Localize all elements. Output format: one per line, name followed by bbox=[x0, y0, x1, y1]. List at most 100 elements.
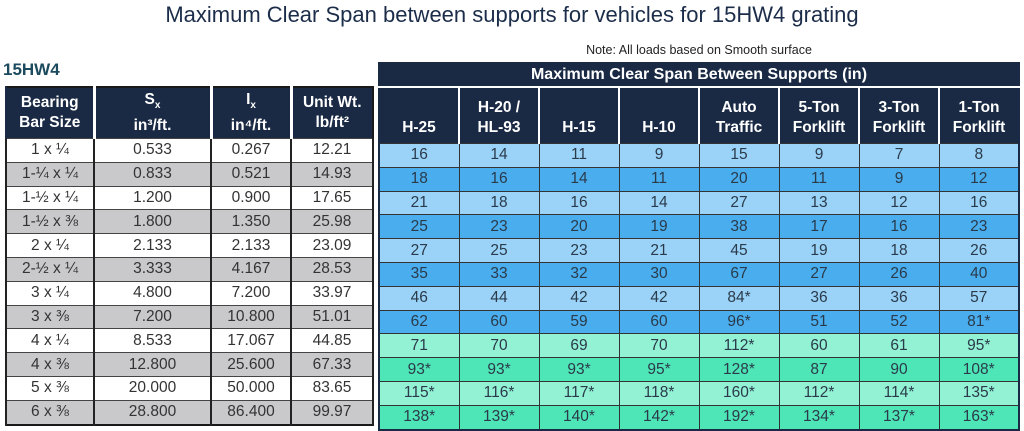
table-row: 2 x ¼ 2.133 2.133 23.09 bbox=[5, 233, 374, 258]
header-line-1: Bearing bbox=[20, 94, 79, 111]
span-cell: 67 bbox=[698, 261, 780, 287]
bar-size-cell: 1-½ x ⅜ bbox=[5, 209, 95, 235]
span-cell: 59 bbox=[538, 309, 620, 335]
column-header: Unit Wt. lb/ft² bbox=[290, 87, 373, 139]
table-row: 1-¼ x ¼ 0.833 0.521 14.93 bbox=[5, 161, 374, 187]
span-cell: 33 bbox=[458, 261, 540, 287]
span-cell: 35 bbox=[378, 261, 460, 287]
span-cell: 13 bbox=[778, 190, 860, 216]
header-line-2: in³/ft. bbox=[133, 117, 172, 135]
span-cell: 18 bbox=[378, 166, 460, 192]
ix-cell: 10.800 bbox=[210, 304, 292, 330]
table-row: 6 x ⅜ 28.800 86.400 99.97 bbox=[5, 399, 374, 426]
span-cell: 118* bbox=[618, 380, 700, 406]
span-row: 27 25 23 21 45 19 18 26 bbox=[378, 238, 1020, 263]
span-cell: 90 bbox=[858, 357, 940, 382]
unit-weight-cell: 51.01 bbox=[290, 304, 374, 330]
bar-size-cell: 2 x ¼ bbox=[5, 233, 95, 258]
span-column-header: H-20 / HL-93 bbox=[459, 87, 540, 144]
unit-weight-cell: 67.33 bbox=[290, 352, 374, 377]
span-row: 46 44 42 42 84* 36 36 57 bbox=[378, 285, 1020, 311]
span-cell: 36 bbox=[778, 285, 860, 311]
header-line-2: in⁴/ft. bbox=[230, 117, 272, 135]
ix-cell: 7.200 bbox=[210, 280, 292, 306]
unit-weight-cell: 23.09 bbox=[290, 233, 374, 258]
table-row: 1 x ¼ 0.533 0.267 12.21 bbox=[5, 138, 374, 163]
span-row: 93* 93* 93* 95* 128* 87 90 108* bbox=[378, 357, 1020, 382]
span-cell: 27 bbox=[778, 261, 860, 287]
ix-cell: 2.133 bbox=[210, 233, 292, 258]
span-cell: 23 bbox=[938, 214, 1020, 240]
span-cell: 51 bbox=[778, 309, 860, 335]
sx-cell: 7.200 bbox=[93, 304, 212, 330]
span-cell: 108* bbox=[938, 357, 1020, 382]
span-cell: 96* bbox=[698, 309, 780, 335]
header-line-1: 1-Ton bbox=[958, 99, 1000, 116]
ix-cell: 0.521 bbox=[210, 161, 292, 187]
table-row: 2-½ x ¼ 3.333 4.167 28.53 bbox=[5, 256, 374, 282]
header-line-1: S bbox=[144, 90, 155, 108]
span-group-header: Maximum Clear Span Between Supports (in) bbox=[379, 63, 1019, 88]
span-cell: 16 bbox=[858, 214, 940, 240]
span-cell: 17 bbox=[778, 214, 860, 240]
span-row: 18 16 14 11 20 11 9 12 bbox=[378, 166, 1020, 192]
sx-cell: 28.800 bbox=[93, 399, 212, 426]
header-line-1: 5-Ton bbox=[798, 99, 840, 116]
table-row: 4 x ⅜ 12.800 25.600 67.33 bbox=[5, 352, 374, 377]
span-column-header: 1-Ton Forklift bbox=[939, 87, 1019, 144]
ix-cell: 50.000 bbox=[210, 375, 292, 401]
span-cell: 38 bbox=[698, 214, 780, 240]
span-cell: 112* bbox=[778, 380, 860, 406]
span-cell: 21 bbox=[618, 238, 700, 263]
span-cell: 60 bbox=[778, 333, 860, 359]
sx-cell: 2.133 bbox=[93, 233, 212, 258]
unit-weight-cell: 99.97 bbox=[290, 399, 374, 426]
unit-weight-cell: 17.65 bbox=[290, 185, 374, 211]
span-cell: 23 bbox=[538, 238, 620, 263]
span-cell: 61 bbox=[858, 333, 940, 359]
span-cell: 18 bbox=[858, 238, 940, 263]
span-cell: 115* bbox=[378, 380, 460, 406]
sx-cell: 0.533 bbox=[93, 138, 212, 163]
span-row: 25 23 20 19 38 17 16 23 bbox=[378, 214, 1020, 240]
header-line-2: H-25 bbox=[402, 119, 436, 136]
header-line-2: lb/ft² bbox=[315, 114, 350, 131]
header-line-2: HL-93 bbox=[477, 119, 521, 136]
span-cell: 42 bbox=[618, 285, 700, 311]
sx-cell: 4.800 bbox=[93, 280, 212, 306]
ix-cell: 17.067 bbox=[210, 328, 292, 354]
span-cell: 42 bbox=[538, 285, 620, 311]
bar-size-cell: 3 x ⅜ bbox=[5, 304, 95, 330]
span-cell: 15 bbox=[698, 143, 780, 168]
span-cell: 12 bbox=[938, 166, 1020, 192]
header-line-1: H-20 / bbox=[477, 99, 521, 116]
span-cell: 45 bbox=[698, 238, 780, 263]
span-cell: 93* bbox=[458, 357, 540, 382]
header-line-2: Traffic bbox=[715, 119, 763, 136]
ix-cell: 0.267 bbox=[210, 138, 292, 163]
span-cell: 135* bbox=[938, 380, 1020, 406]
span-row: 115* 116* 117* 118* 160* 112* 114* 135* bbox=[378, 380, 1020, 406]
span-cell: 11 bbox=[778, 166, 860, 192]
unit-weight-cell: 25.98 bbox=[290, 209, 374, 235]
span-cell: 36 bbox=[858, 285, 940, 311]
span-cell: 8 bbox=[938, 143, 1020, 168]
span-cell: 84* bbox=[698, 285, 780, 311]
ix-cell: 1.350 bbox=[210, 209, 292, 235]
bar-size-cell: 6 x ⅜ bbox=[5, 399, 95, 426]
span-cell: 26 bbox=[938, 238, 1020, 263]
span-cell: 70 bbox=[458, 333, 540, 359]
unit-weight-cell: 28.53 bbox=[290, 256, 374, 282]
span-cell: 62 bbox=[378, 309, 460, 335]
sx-cell: 12.800 bbox=[93, 352, 212, 377]
sx-cell: 8.533 bbox=[93, 328, 212, 354]
span-cell: 44 bbox=[458, 285, 540, 311]
table-row: 1-½ x ¼ 1.200 0.900 17.65 bbox=[5, 185, 374, 211]
sx-cell: 1.800 bbox=[93, 209, 212, 235]
header-subscript: x bbox=[154, 100, 161, 112]
span-cell: 19 bbox=[778, 238, 860, 263]
span-cell: 30 bbox=[618, 261, 700, 287]
unit-weight-cell: 44.85 bbox=[290, 328, 374, 354]
ix-cell: 0.900 bbox=[210, 185, 292, 211]
span-cell: 16 bbox=[938, 190, 1020, 216]
